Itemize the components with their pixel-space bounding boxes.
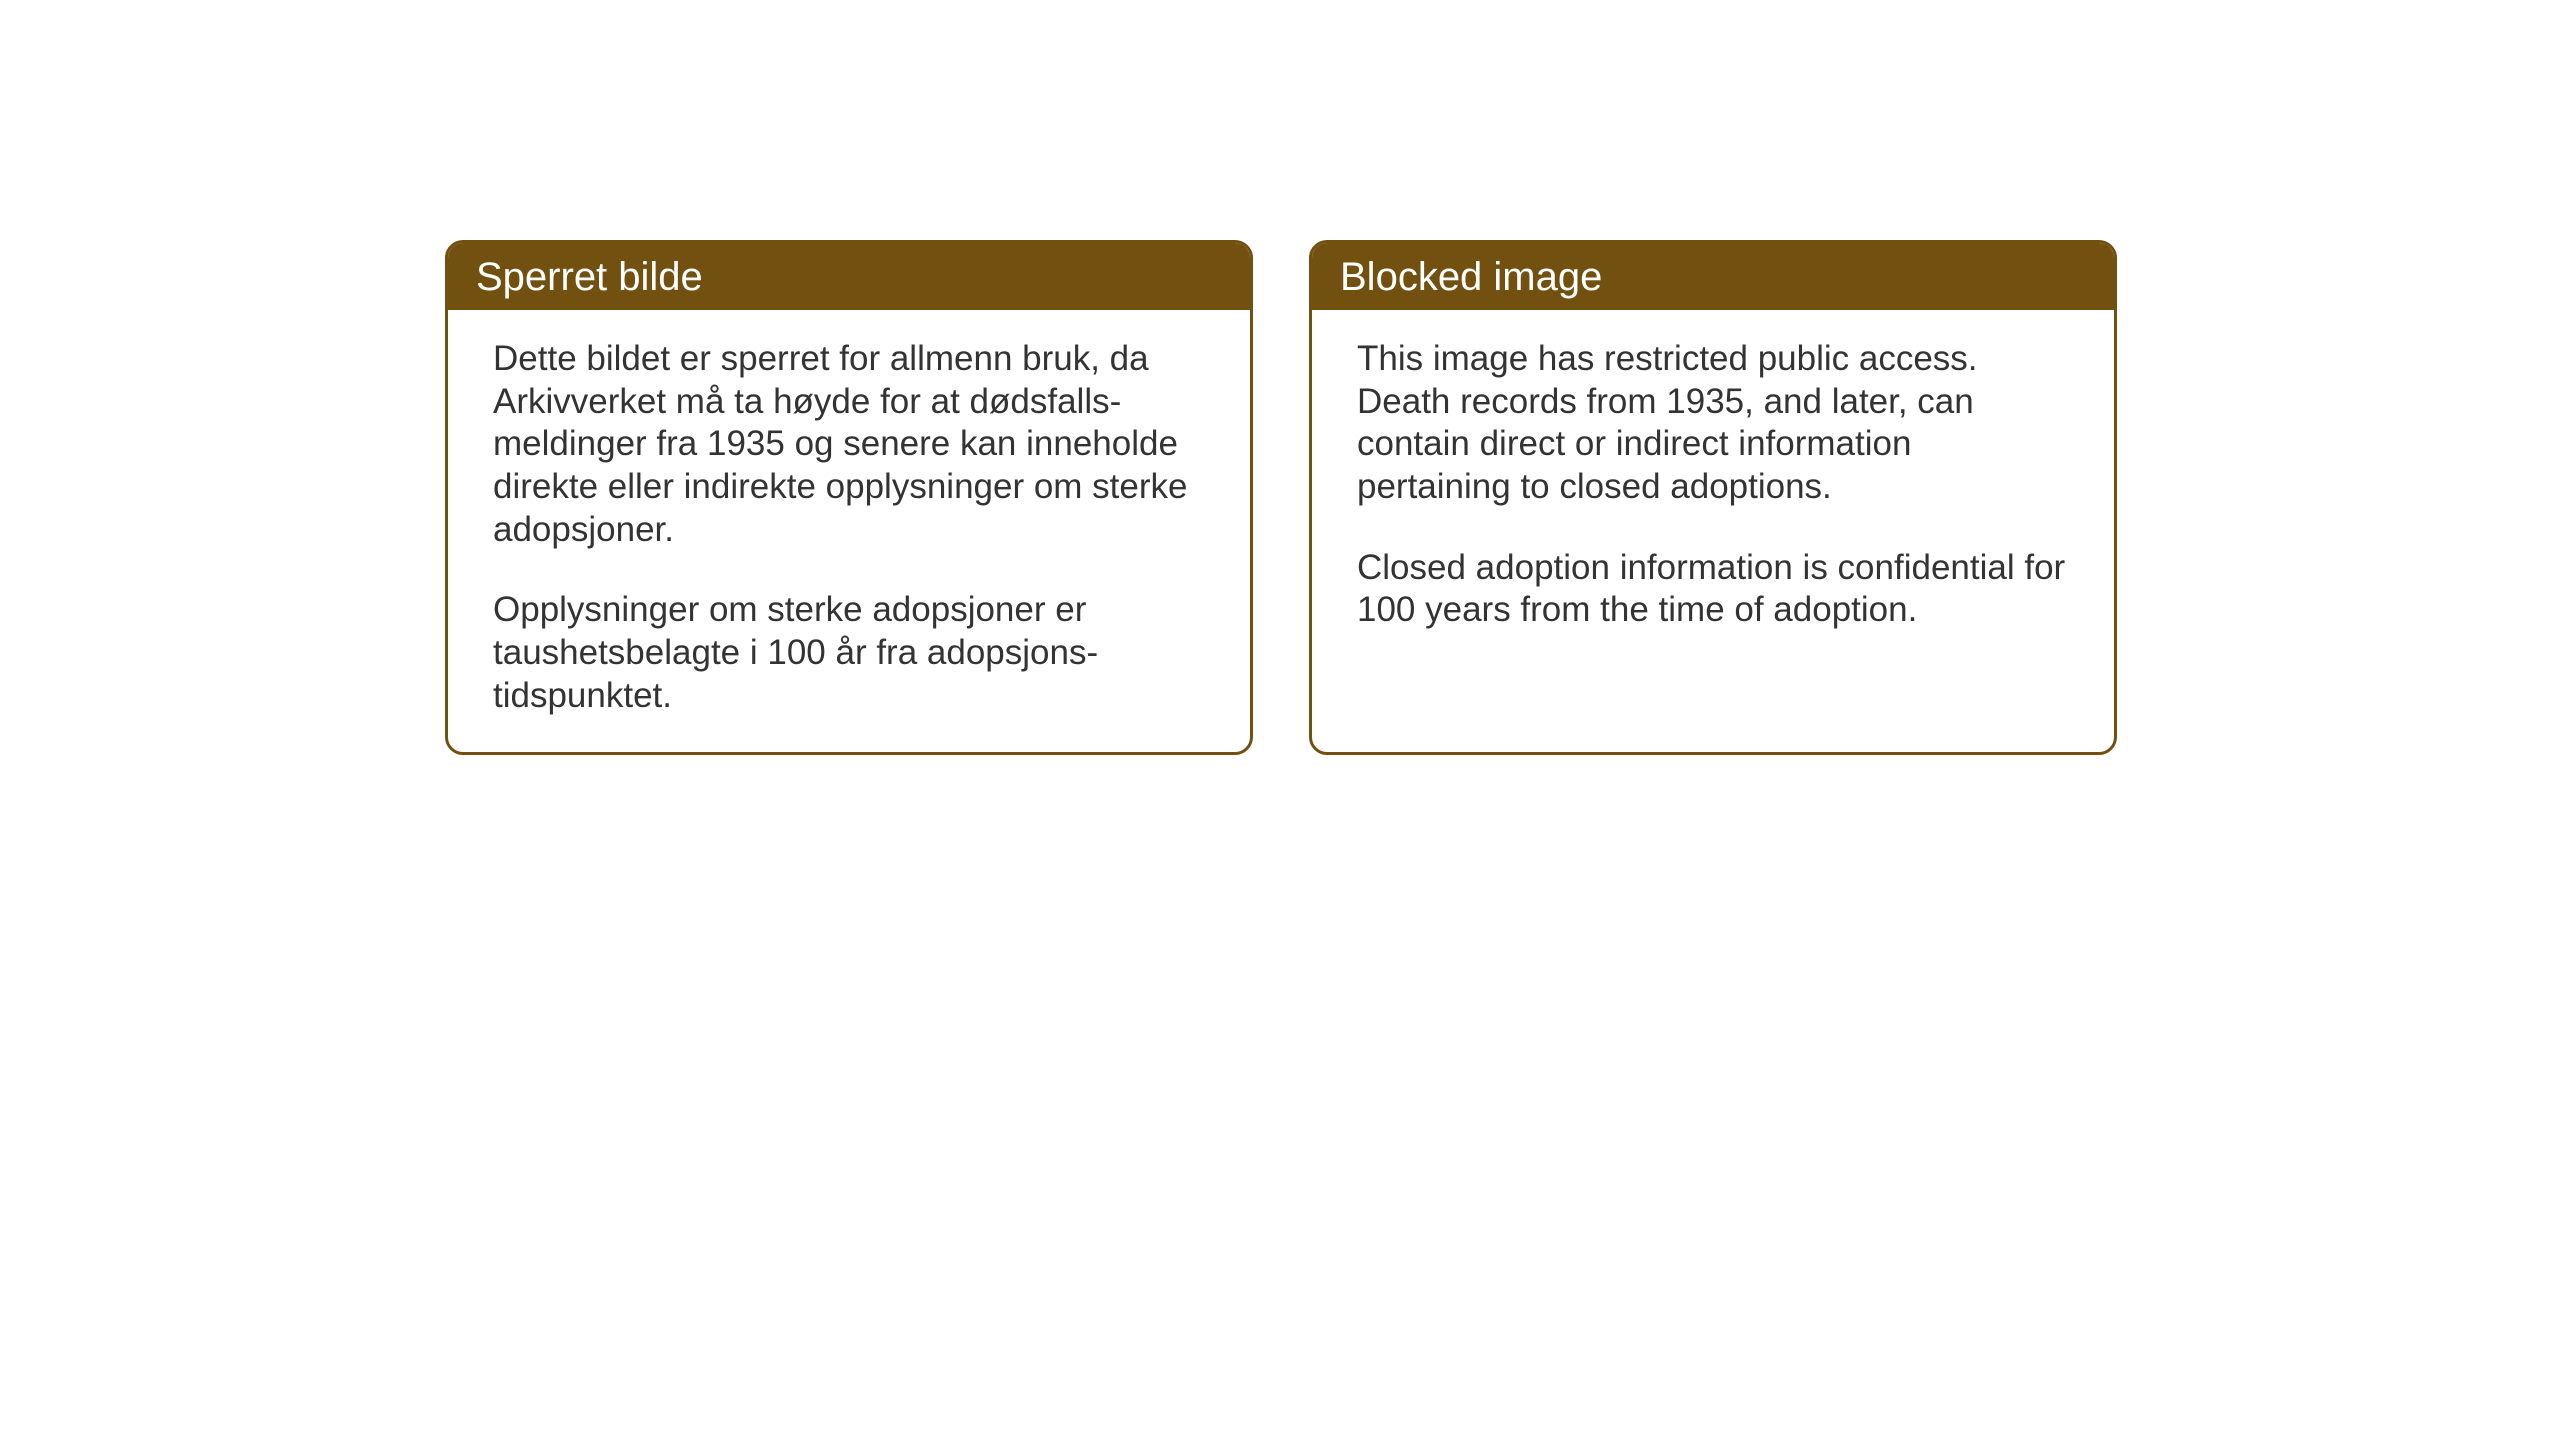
card-norwegian: Sperret bilde Dette bildet er sperret fo… <box>445 240 1253 755</box>
cards-container: Sperret bilde Dette bildet er sperret fo… <box>445 240 2117 755</box>
card-body-norwegian: Dette bildet er sperret for allmenn bruk… <box>448 310 1250 752</box>
card-body-english: This image has restricted public access.… <box>1312 310 2114 666</box>
card-paragraph1-english: This image has restricted public access.… <box>1357 338 2069 509</box>
card-paragraph2-english: Closed adoption information is confident… <box>1357 547 2069 632</box>
card-header-english: Blocked image <box>1312 243 2114 310</box>
card-title-english: Blocked image <box>1340 255 1602 299</box>
card-paragraph1-norwegian: Dette bildet er sperret for allmenn bruk… <box>493 338 1205 551</box>
card-header-norwegian: Sperret bilde <box>448 243 1250 310</box>
card-title-norwegian: Sperret bilde <box>476 255 703 299</box>
card-paragraph2-norwegian: Opplysninger om sterke adopsjoner er tau… <box>493 589 1205 717</box>
card-english: Blocked image This image has restricted … <box>1309 240 2117 755</box>
